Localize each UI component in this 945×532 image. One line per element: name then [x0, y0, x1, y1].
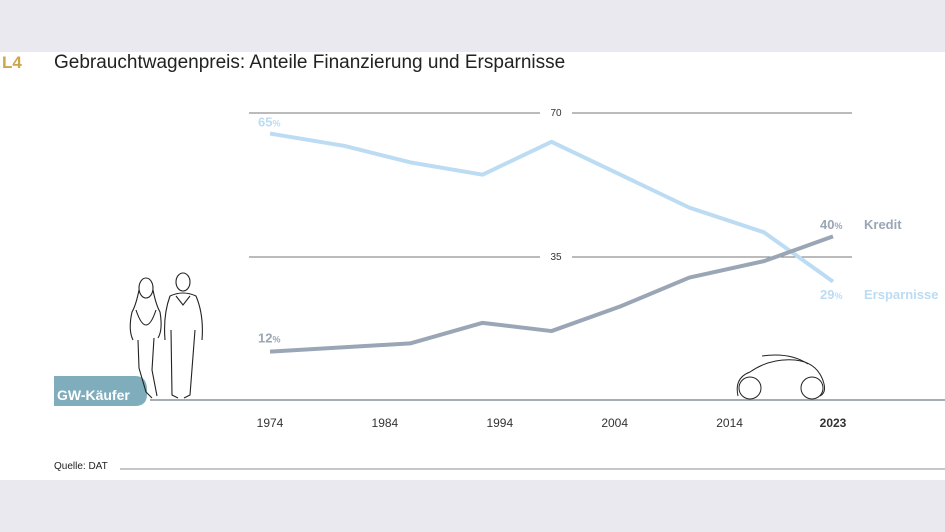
end-value-label: 40% — [820, 217, 842, 232]
start-value-label: 12% — [258, 331, 280, 346]
x-tick-label: 2014 — [716, 416, 743, 430]
y-gridline-label: 70 — [550, 108, 562, 119]
y-gridline-label: 35 — [550, 252, 562, 263]
x-tick-label: 1974 — [257, 416, 284, 430]
series-line-kredit — [269, 234, 834, 354]
gw-kaeufer-badge — [54, 376, 147, 406]
end-value-label: 29% — [820, 287, 842, 302]
start-value-label: 65% — [258, 115, 280, 130]
badge-label: GW-Käufer — [57, 387, 130, 403]
figure-label: L4 — [2, 53, 22, 72]
source-text: Quelle: DAT — [54, 461, 108, 472]
x-tick-label: 2004 — [601, 416, 628, 430]
x-tick-label: 2023 — [820, 416, 847, 430]
chart-title: Gebrauchtwagenpreis: Anteile Finanzierun… — [54, 52, 566, 73]
series-name-label: Ersparnisse — [864, 287, 938, 302]
series-name-label: Kredit — [864, 217, 902, 232]
people-illustration-icon — [129, 272, 203, 399]
x-tick-label: 1994 — [486, 416, 513, 430]
car-illustration-icon — [736, 354, 826, 400]
chart-panel — [0, 52, 945, 480]
x-tick-label: 1984 — [372, 416, 399, 430]
